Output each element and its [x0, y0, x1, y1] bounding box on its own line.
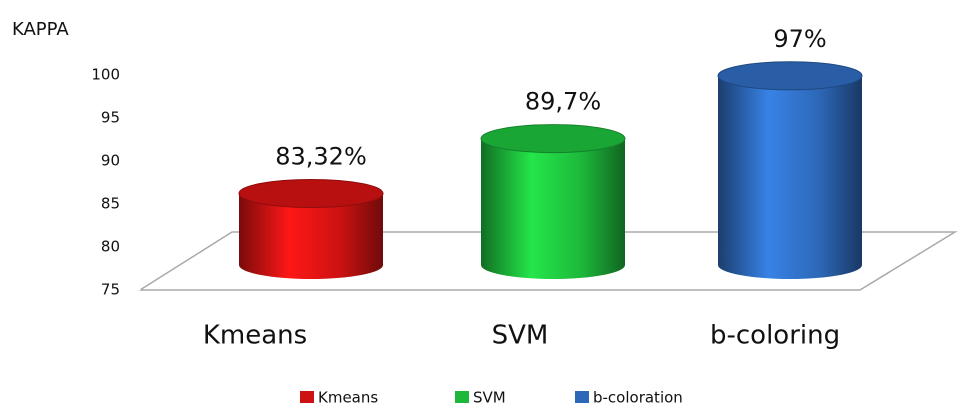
bar: [481, 138, 625, 279]
x-tick-label: SVM: [492, 321, 549, 351]
y-tick-label: 85: [101, 195, 120, 213]
x-tick-label: b-coloring: [710, 321, 840, 351]
legend-swatch: [575, 391, 589, 403]
y-tick-label: 95: [101, 109, 120, 127]
y-tick-label: 80: [101, 238, 120, 256]
value-label: 89,7%: [525, 88, 601, 116]
y-tick-label: 75: [101, 281, 120, 299]
legend-swatch: [300, 391, 314, 403]
value-label: 97%: [773, 25, 826, 53]
legend-label: b-coloration: [593, 389, 683, 405]
y-axis-label: KAPPA: [12, 19, 69, 40]
bar-top: [480, 124, 626, 154]
value-label: 83,32%: [275, 142, 367, 170]
legend-label: SVM: [473, 389, 506, 405]
legend-swatch: [455, 391, 469, 403]
bar-top: [238, 178, 384, 208]
bar: [718, 75, 862, 279]
legend-label: Kmeans: [318, 389, 378, 405]
y-tick-label: 90: [101, 152, 120, 170]
bar: [239, 193, 383, 279]
bar-top: [717, 61, 863, 91]
y-tick-label: 100: [91, 66, 120, 84]
x-tick-label: Kmeans: [203, 321, 307, 351]
